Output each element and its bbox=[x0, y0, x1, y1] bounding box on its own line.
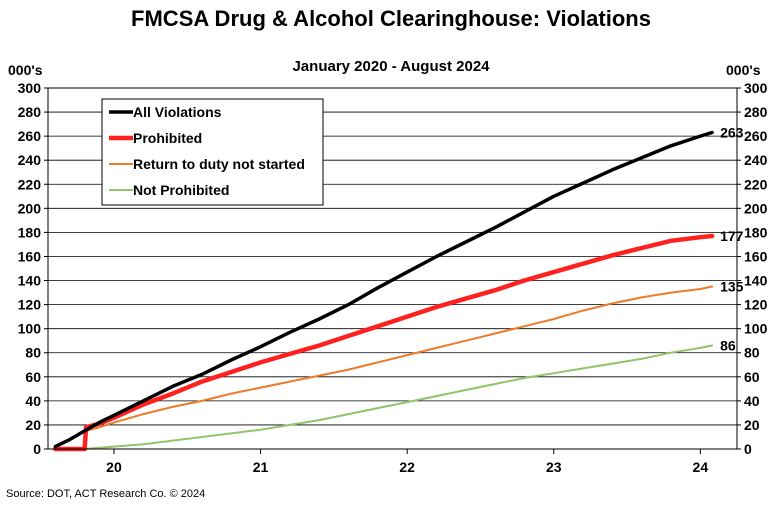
y-tick-label-right: 220 bbox=[744, 176, 768, 192]
legend-label: Return to duty not started bbox=[133, 156, 305, 172]
plot-area bbox=[47, 87, 738, 450]
y-tick-label-left: 60 bbox=[25, 369, 41, 385]
y-tick-label-left: 260 bbox=[18, 128, 42, 144]
y-tick-label-left: 20 bbox=[25, 417, 41, 433]
y-tick-label-left: 200 bbox=[18, 200, 42, 216]
legend-box bbox=[101, 98, 324, 206]
y-tick-label-right: 100 bbox=[744, 321, 768, 337]
x-tick-label: 22 bbox=[399, 459, 415, 475]
y-tick-label-left: 180 bbox=[18, 224, 42, 240]
series-line-all-violations bbox=[53, 130, 714, 449]
x-tick-label: 23 bbox=[546, 459, 562, 475]
legend-label: All Violations bbox=[133, 104, 222, 120]
y-tick-label-left: 100 bbox=[18, 321, 42, 337]
end-label: 135 bbox=[720, 279, 744, 295]
y-tick-label-right: 20 bbox=[744, 417, 760, 433]
series-line-not-prohibited bbox=[54, 344, 714, 450]
x-tick-label: 20 bbox=[106, 459, 122, 475]
end-label: 177 bbox=[720, 228, 744, 244]
y-tick-label-left: 80 bbox=[25, 345, 41, 361]
y-tick-label-right: 240 bbox=[744, 152, 768, 168]
y-tick-label-right: 260 bbox=[744, 128, 768, 144]
y-tick-label-right: 200 bbox=[744, 200, 768, 216]
end-labels: 263 177 135 86 bbox=[720, 125, 744, 354]
end-label: 86 bbox=[720, 338, 736, 354]
end-label: 263 bbox=[720, 125, 744, 141]
y-tick-label-right: 140 bbox=[744, 273, 768, 289]
y-tick-label-right: 60 bbox=[744, 369, 760, 385]
series-lines bbox=[53, 130, 715, 452]
chart-subtitle: January 2020 - August 2024 bbox=[292, 58, 490, 75]
y-tick-label-right: 160 bbox=[744, 248, 768, 264]
y-tick-label-left: 240 bbox=[18, 152, 42, 168]
series-line-prohibited bbox=[53, 233, 715, 452]
y-tick-label-left: 280 bbox=[18, 104, 42, 120]
y-tick-label-left: 120 bbox=[18, 297, 42, 313]
y-tick-label-right: 80 bbox=[744, 345, 760, 361]
y-axis-unit-left: 000's bbox=[8, 62, 43, 78]
y-tick-label-right: 0 bbox=[744, 441, 752, 457]
y-tick-label-left: 300 bbox=[18, 80, 42, 96]
chart-title: FMCSA Drug & Alcohol Clearinghouse: Viol… bbox=[131, 6, 651, 31]
y-tick-label-left: 160 bbox=[18, 248, 42, 264]
legend-label: Not Prohibited bbox=[133, 182, 229, 198]
y-tick-label-right: 280 bbox=[744, 104, 768, 120]
y-tick-label-left: 40 bbox=[25, 393, 41, 409]
y-tick-label-left: 140 bbox=[18, 273, 42, 289]
series-line-return-to-duty-not-started bbox=[54, 285, 714, 450]
y-tick-label-right: 120 bbox=[744, 297, 768, 313]
y-tick-label-left: 0 bbox=[33, 441, 41, 457]
x-tick-label: 21 bbox=[253, 459, 269, 475]
x-tick-label: 24 bbox=[693, 459, 709, 475]
y-tick-label-left: 220 bbox=[18, 176, 42, 192]
legend-label: Prohibited bbox=[133, 130, 202, 146]
y-tick-label-right: 300 bbox=[744, 80, 768, 96]
y-tick-label-right: 180 bbox=[744, 224, 768, 240]
legend: All Violations Prohibited Return to duty n… bbox=[101, 98, 324, 206]
source-note: Source: DOT, ACT Research Co. © 2024 bbox=[6, 488, 206, 500]
y-axis-unit-right: 000's bbox=[726, 62, 761, 78]
y-tick-label-right: 40 bbox=[744, 393, 760, 409]
